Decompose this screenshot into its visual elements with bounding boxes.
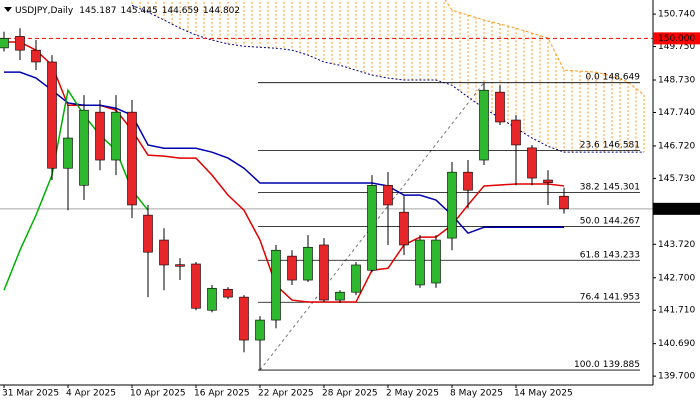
price-level-label: 150.000 (658, 34, 695, 44)
candle-body (495, 91, 505, 123)
candle-body (543, 179, 553, 183)
fib-price: 139.885 (603, 360, 640, 370)
fib-level-label: 61.8 143.233 (580, 250, 640, 260)
candle-body (463, 171, 473, 191)
candle-body (559, 195, 569, 210)
candle-body (0, 38, 9, 49)
candle-body (95, 111, 105, 161)
candle-body (15, 36, 25, 51)
header-close: 144.802 (203, 6, 240, 16)
candle-body (351, 264, 361, 293)
fib-price: 144.267 (603, 216, 640, 226)
y-tick-label: 140.690 (658, 339, 695, 349)
axes: 150.740 149.750 148.730 147.740 146.720 145.7… (2, 10, 700, 399)
indicator-line (4, 71, 564, 235)
fib-level-label: 23.6 146.581 (580, 140, 640, 150)
candle-body (303, 246, 313, 281)
fib-price: 145.301 (603, 182, 640, 192)
candle-body (271, 249, 281, 321)
y-tick-label: 142.700 (658, 273, 695, 283)
candle-body (207, 287, 217, 311)
candle-body (431, 239, 441, 284)
header-low: 144.659 (162, 6, 199, 16)
fib-ratio: 76.4 (580, 292, 600, 302)
current-price-label: 144.802 (658, 204, 695, 214)
y-tick-label: 150.740 (658, 10, 695, 20)
x-tick-label: 28 Apr 2025 (322, 389, 378, 399)
candle-body (159, 239, 169, 266)
candle-body (319, 244, 329, 301)
candle-body (175, 264, 185, 267)
fib-ratio: 23.6 (580, 140, 600, 150)
candle-body (255, 319, 265, 341)
header-high: 145.445 (120, 6, 157, 16)
price-level-box (653, 32, 700, 45)
candle-body (191, 263, 201, 309)
candle-body (335, 291, 345, 301)
header-open: 145.187 (79, 6, 116, 16)
candle-body (399, 211, 409, 246)
x-tick-label: 14 May 2025 (514, 389, 573, 399)
fib-level-label: 76.4 141.953 (580, 292, 640, 302)
fib-price: 143.233 (603, 250, 640, 260)
x-tick-label: 4 Apr 2025 (66, 389, 116, 399)
candle-body (479, 89, 489, 161)
candle-body (47, 61, 57, 169)
cloud-span-a (444, 0, 645, 96)
chart-title: USDJPY,Daily (15, 6, 74, 16)
candle-body (527, 147, 537, 179)
fib-level-label: 100.0 139.885 (574, 360, 640, 370)
symbol-icon (4, 7, 12, 12)
candle-body (239, 296, 249, 341)
candle-body (223, 288, 233, 298)
fib-ratio: 100.0 (574, 360, 600, 370)
y-tick-label: 149.750 (658, 42, 695, 52)
current-price-box (653, 202, 700, 215)
candle-body (415, 239, 425, 286)
y-tick-label: 146.720 (658, 141, 695, 151)
indicator-line (3, 88, 149, 291)
candle-body (111, 111, 121, 161)
fib-level-label: 0.0 148.649 (585, 72, 640, 82)
candle-body (287, 255, 297, 281)
y-tick-label: 143.720 (658, 240, 695, 250)
fib-ratio: 38.2 (580, 182, 600, 192)
candle-body (511, 119, 521, 146)
fib-level-label: 38.2 145.301 (580, 182, 640, 192)
y-tick-label: 148.730 (658, 76, 695, 86)
fib-price: 146.581 (603, 140, 640, 150)
candle-body (63, 137, 73, 169)
y-tick-label: 139.700 (658, 372, 695, 382)
candle-body (143, 214, 153, 253)
x-tick-label: 10 Apr 2025 (130, 389, 186, 399)
x-tick-label: 22 Apr 2025 (258, 389, 314, 399)
fib-price: 141.953 (603, 292, 640, 302)
candle-body (79, 109, 89, 186)
chart-header: USDJPY,Daily 145.187 145.445 144.659 144.802 (15, 6, 240, 16)
fib-price: 148.649 (603, 72, 640, 82)
fib-ratio: 61.8 (580, 250, 600, 260)
x-tick-label: 8 May 2025 (450, 389, 503, 399)
fib-level-label: 50.0 144.267 (580, 216, 640, 226)
candle-body (447, 171, 457, 239)
y-tick-label: 147.740 (658, 108, 695, 118)
fib-ratio: 0.0 (585, 72, 600, 82)
x-tick-label: 16 Apr 2025 (194, 389, 250, 399)
x-tick-label: 2 May 2025 (386, 389, 439, 399)
candle-body (367, 184, 377, 271)
candle-body (127, 111, 137, 206)
candle-body (383, 184, 393, 206)
y-tick-label: 141.710 (658, 306, 695, 316)
cloud-span-b (131, 4, 644, 153)
fib-ratio: 50.0 (580, 216, 600, 226)
y-tick-label: 145.730 (658, 174, 695, 184)
candle-body (31, 49, 41, 63)
x-tick-label: 31 Mar 2025 (2, 389, 59, 399)
